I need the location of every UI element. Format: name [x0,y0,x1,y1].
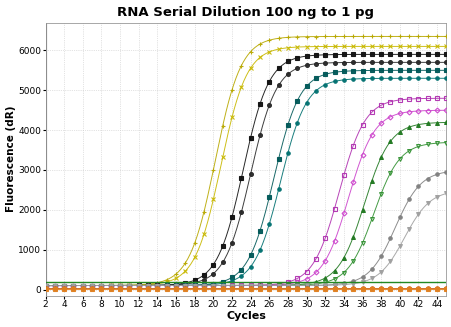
Y-axis label: Fluorescence (dR): Fluorescence (dR) [5,106,15,212]
X-axis label: Cycles: Cycles [226,311,265,321]
Title: RNA Serial Dilution 100 ng to 1 pg: RNA Serial Dilution 100 ng to 1 pg [117,6,373,19]
